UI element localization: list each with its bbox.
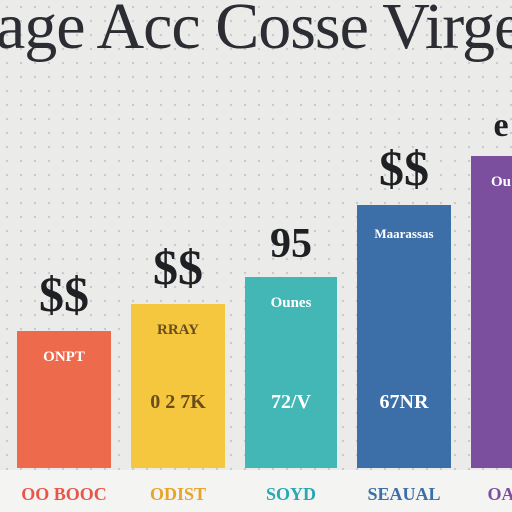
x-tick-label: SOYD <box>266 484 316 504</box>
x-tick-label: ODIST <box>150 484 206 504</box>
bar-annotation: e <box>493 107 508 144</box>
bar-inner-label: ONPT <box>43 349 85 365</box>
bar <box>17 331 111 468</box>
bar <box>471 156 512 468</box>
footer-band <box>0 470 512 512</box>
bar-inner-label: Ou <box>491 174 511 190</box>
bar-annotation: $$ <box>379 140 429 196</box>
bar <box>245 277 337 468</box>
data-label: 67NR <box>380 391 429 413</box>
data-label: 72/V <box>271 391 312 413</box>
bar-annotation: $$ <box>39 266 89 322</box>
x-tick-label: OO BOOC <box>21 484 107 504</box>
data-label: 0 2 7K <box>150 391 206 413</box>
bar-annotation: $$ <box>153 239 203 295</box>
bar-inner-label: Maarassas <box>374 226 433 241</box>
chart-title: age Acc Cosse Virge <box>0 0 512 63</box>
bar-inner-label: Ounes <box>271 295 312 311</box>
x-tick-label: OA <box>488 484 512 504</box>
bar <box>357 205 451 468</box>
x-tick-label: SEAUAL <box>367 484 440 504</box>
bar <box>131 304 225 468</box>
bar-inner-label: RRAY <box>157 322 199 338</box>
bar-annotation: 95 <box>270 221 312 267</box>
